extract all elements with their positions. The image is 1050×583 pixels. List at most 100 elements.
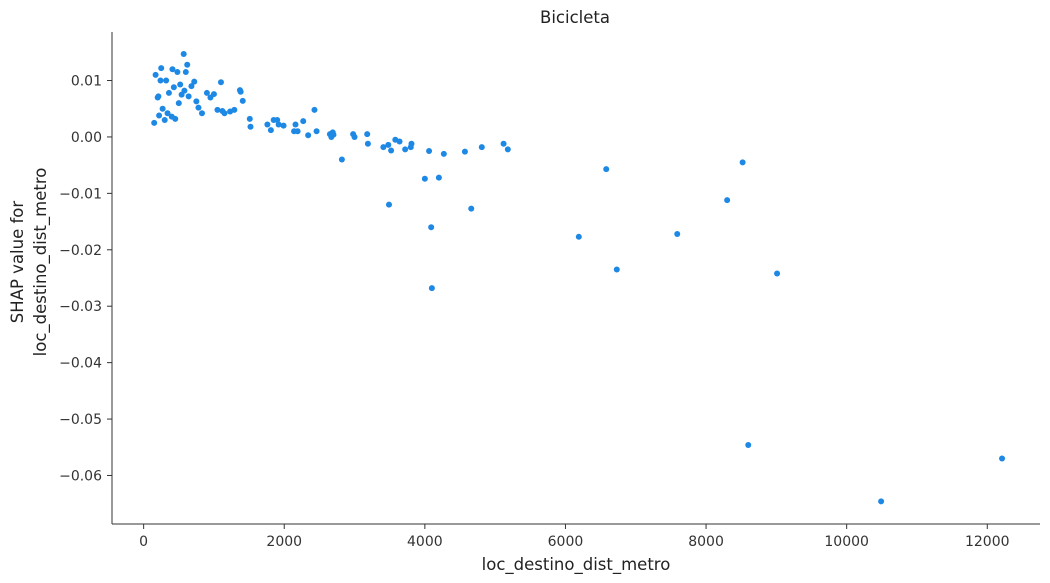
scatter-point [338, 156, 345, 163]
y-tick-label: −0.06 [59, 468, 102, 484]
scatter-point [313, 128, 320, 135]
scatter-point [177, 81, 184, 88]
scatter-point [156, 112, 163, 119]
scatter-point [182, 69, 189, 76]
x-tick-label: 12000 [965, 534, 1010, 550]
scatter-point [739, 159, 746, 166]
scatter-point [164, 110, 171, 117]
chart-title: Bicicleta [540, 8, 610, 27]
scatter-point [246, 115, 253, 122]
scatter-point [158, 65, 165, 72]
scatter-point [428, 285, 435, 292]
scatter-point [165, 89, 172, 96]
scatter-point [408, 140, 415, 147]
scatter-point [161, 117, 168, 124]
scatter-point [175, 100, 182, 107]
y-axis-title: SHAP value for loc_destino_dist_metro [8, 168, 51, 357]
scatter-point [478, 144, 485, 151]
scatter-point [380, 144, 387, 151]
scatter-point [774, 270, 781, 277]
data-points [151, 51, 1006, 505]
scatter-point [191, 78, 198, 85]
scatter-point [613, 266, 620, 273]
scatter-point [435, 174, 442, 181]
scatter-point [181, 87, 188, 94]
scatter-point [300, 118, 307, 125]
x-tick-label: 6000 [548, 534, 584, 550]
scatter-point [217, 79, 224, 86]
scatter-point [198, 110, 205, 117]
scatter-point [294, 128, 301, 135]
scatter-point [180, 51, 187, 58]
scatter-point [351, 133, 358, 140]
scatter-point [440, 150, 447, 157]
scatter-point [210, 91, 217, 98]
scatter-point [193, 98, 200, 105]
y-ticks: 0.01 0.00 −0.01 −0.02 −0.03 −0.04 −0.05 −0.06 [59, 74, 112, 484]
scatter-point [745, 442, 752, 449]
scatter-point [237, 88, 244, 95]
scatter-point [575, 233, 582, 240]
scatter-point [174, 69, 181, 76]
scatter-point [274, 117, 281, 124]
scatter-point [152, 71, 159, 78]
x-tick-label: 8000 [688, 534, 724, 550]
scatter-point [292, 121, 299, 128]
y-tick-label: 0.00 [71, 130, 102, 146]
scatter-point [674, 230, 681, 237]
y-tick-label: −0.03 [59, 299, 102, 315]
scatter-point [504, 146, 511, 153]
scatter-point [364, 140, 371, 147]
x-tick-label: 0 [139, 534, 148, 550]
scatter-point [402, 146, 409, 153]
scatter-point [878, 498, 885, 505]
scatter-point [267, 127, 274, 134]
y-tick-label: −0.02 [59, 243, 102, 259]
scatter-point [305, 132, 312, 139]
scatter-point [421, 175, 428, 182]
scatter-point [364, 131, 371, 138]
scatter-point [169, 66, 176, 73]
x-axis-title: loc_destino_dist_metro [482, 555, 671, 575]
scatter-point [214, 106, 221, 113]
scatter-point [500, 140, 507, 147]
scatter-point [275, 121, 282, 128]
scatter-point [311, 106, 318, 113]
scatter-point [195, 104, 202, 111]
x-tick-label: 10000 [824, 534, 869, 550]
y-tick-label: 0.01 [71, 74, 102, 90]
scatter-point [426, 148, 433, 155]
y-axis-title-line-2: loc_destino_dist_metro [31, 168, 51, 357]
x-ticks: 0 2000 4000 6000 8000 10000 12000 [139, 524, 1010, 550]
scatter-point [221, 110, 228, 117]
scatter-point [159, 105, 166, 112]
y-axis-title-line-1: SHAP value for [8, 201, 27, 324]
scatter-point [239, 97, 246, 104]
scatter-point [603, 166, 610, 173]
scatter-point [999, 455, 1006, 462]
scatter-point [155, 93, 162, 100]
scatter-point [170, 84, 177, 91]
scatter-point [385, 141, 392, 148]
scatter-point [188, 83, 195, 90]
scatter-point [185, 93, 192, 100]
scatter-point [151, 119, 158, 126]
scatter-point [203, 89, 210, 96]
scatter-point [461, 148, 468, 155]
scatter-point [264, 121, 271, 128]
scatter-point [724, 197, 731, 204]
x-tick-label: 2000 [266, 534, 302, 550]
scatter-point [385, 201, 392, 208]
y-tick-label: −0.05 [59, 412, 102, 428]
scatter-point [280, 122, 287, 129]
scatter-point [184, 61, 191, 68]
scatter-point [247, 123, 254, 130]
scatter-point [396, 138, 403, 145]
scatter-point [468, 205, 475, 212]
y-tick-label: −0.04 [59, 356, 102, 372]
x-tick-label: 4000 [407, 534, 443, 550]
scatter-point [172, 115, 179, 122]
scatter-point [428, 224, 435, 231]
y-tick-label: −0.01 [59, 186, 102, 202]
